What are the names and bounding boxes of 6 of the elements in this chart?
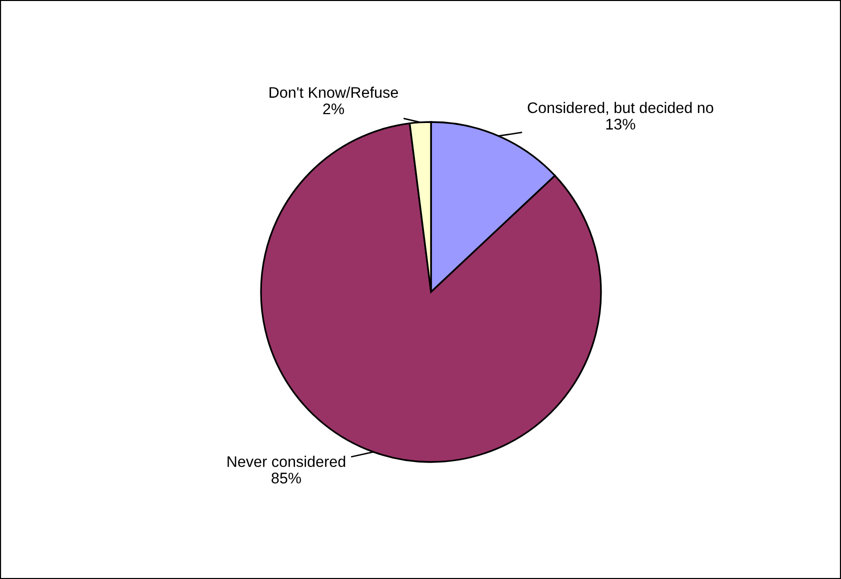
data-label: 13%	[606, 118, 636, 130]
slice-label: Never considered	[228, 456, 346, 468]
slice-label: Don't Know/Refuse	[270, 86, 398, 98]
slice-label: Considered, but decided no	[528, 102, 714, 115]
data-label: 2%	[323, 103, 344, 114]
data-label: 85%	[272, 472, 301, 484]
